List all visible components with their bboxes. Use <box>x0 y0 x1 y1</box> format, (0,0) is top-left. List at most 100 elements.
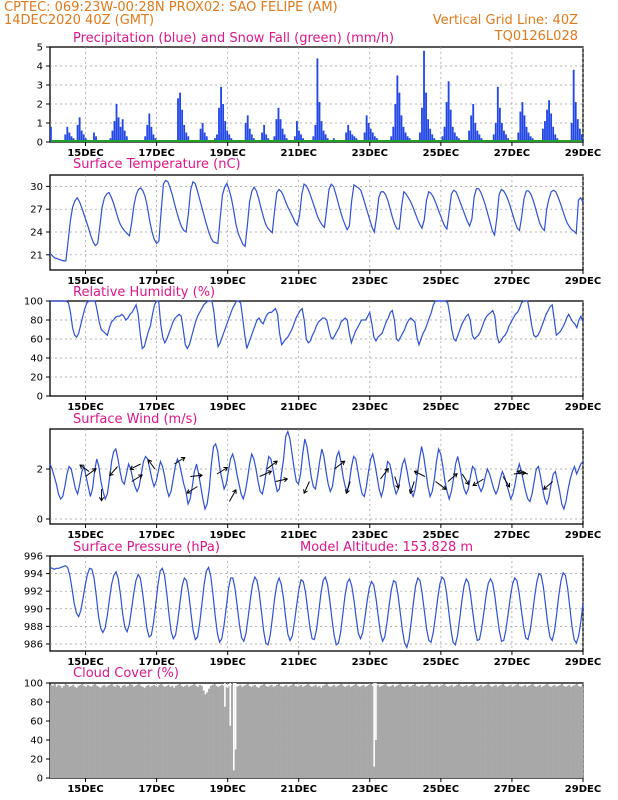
wind-vector-head <box>505 482 511 488</box>
cloud-bar <box>428 683 431 778</box>
cloud-bar <box>491 686 494 778</box>
cloud-bar <box>182 686 185 778</box>
cloud-bar <box>254 684 257 778</box>
header-run-date: 14DEC2020 40Z (GMT) <box>4 13 154 28</box>
wind-vector <box>394 476 400 489</box>
cloud-bar <box>287 686 290 778</box>
precip-bar <box>363 132 366 142</box>
precip-bar <box>451 126 454 142</box>
precip-bar <box>248 128 251 142</box>
x-tick-label: 19DEC <box>209 276 245 287</box>
cloud-bar <box>347 684 350 778</box>
precip-bar <box>318 102 321 142</box>
y-tick-label: 21 <box>30 250 43 261</box>
y-tick-label: 996 <box>24 552 43 563</box>
cloud-bar <box>314 684 317 778</box>
x-tick-label: 21DEC <box>281 402 317 413</box>
cloud-bar <box>546 683 549 778</box>
wind-vector <box>229 489 237 502</box>
precip-bar <box>150 126 153 142</box>
cloud-bar <box>90 686 93 778</box>
cloud-bar <box>235 686 238 778</box>
wind-vector <box>266 460 278 470</box>
cloud-bar <box>288 685 292 778</box>
cloud-bar <box>165 685 168 778</box>
panel-annotation: Model Altitude: 153.828 m <box>300 540 473 555</box>
panel-title-pressure: Surface Pressure (hPa) <box>73 540 220 555</box>
x-tick-label: 29DEC <box>565 784 601 795</box>
cloud-bar <box>322 685 325 778</box>
cloud-bar <box>180 685 183 778</box>
precip-bar <box>244 123 247 142</box>
precip-bar <box>427 119 430 142</box>
cloud-bar <box>83 685 86 778</box>
cloud-bar <box>349 686 352 778</box>
cloud-bar <box>92 684 95 778</box>
cloud-bar <box>50 684 53 778</box>
cloud-bar <box>360 685 363 778</box>
precip-bar <box>353 136 356 142</box>
precip-bar <box>580 134 583 142</box>
cloud-bar <box>570 686 573 778</box>
panel-frame <box>49 174 584 271</box>
cloud-bar <box>178 683 181 778</box>
wind-vector-head <box>542 485 548 490</box>
cloud-bar <box>559 684 562 778</box>
cloud-bar <box>509 684 512 778</box>
precip-bar <box>296 121 298 142</box>
cloud-bar <box>105 686 108 778</box>
precip-bar <box>181 109 184 142</box>
x-tick-label: 19DEC <box>209 148 245 159</box>
cloud-bar <box>191 684 194 778</box>
cloud-bar <box>334 686 338 778</box>
cloud-bar <box>86 684 89 778</box>
precip-bar <box>449 109 452 142</box>
x-tick-label: 15DEC <box>67 530 103 541</box>
precip-bar <box>293 136 296 142</box>
x-tick-label: 25DEC <box>423 530 459 541</box>
y-tick-label: 4 <box>37 62 43 73</box>
cloud-bar <box>542 685 545 778</box>
cloud-bar <box>573 684 576 778</box>
cloud-bar <box>162 685 165 778</box>
precip-bar <box>349 130 352 142</box>
x-tick-label: 21DEC <box>281 657 317 668</box>
x-tick-label: 25DEC <box>423 148 459 159</box>
cloud-bar <box>255 686 258 778</box>
precip-bar <box>498 107 501 142</box>
cloud-bar <box>445 685 448 778</box>
cloud-bar <box>186 684 189 778</box>
cloud-bar <box>390 685 393 778</box>
cloud-bar <box>487 683 490 778</box>
cloud-bar <box>204 694 207 778</box>
x-tick-label: 23DEC <box>352 530 388 541</box>
y-tick-label: 0 <box>37 774 43 785</box>
panel-frame <box>49 555 584 652</box>
cloud-bar <box>461 686 464 778</box>
y-tick-label: 994 <box>24 569 43 580</box>
cloud-bar <box>571 685 575 778</box>
cloud-bar <box>500 684 503 778</box>
cloud-bar <box>412 684 415 778</box>
precip-bar <box>423 50 425 142</box>
cloud-bar <box>129 683 132 778</box>
y-tick-label: 5 <box>37 43 43 54</box>
cloud-bar <box>456 684 459 778</box>
wind-vector <box>259 470 272 477</box>
wind-vector <box>543 481 554 490</box>
cloud-bar <box>366 685 369 778</box>
cloud-bar <box>281 686 284 778</box>
x-tick-label: 15DEC <box>67 276 103 287</box>
cloud-bar <box>527 685 530 778</box>
x-tick-label: 29DEC <box>565 530 601 541</box>
cloud-bar <box>562 685 565 778</box>
cloud-bar <box>342 685 345 778</box>
cloud-bar <box>84 686 88 778</box>
cloud-bar <box>553 684 556 778</box>
cloud-bar <box>496 686 499 778</box>
precip-bar <box>261 132 263 142</box>
cloud-bar <box>106 685 110 778</box>
cloud-bar <box>331 685 334 778</box>
cloud-bar <box>320 687 323 778</box>
